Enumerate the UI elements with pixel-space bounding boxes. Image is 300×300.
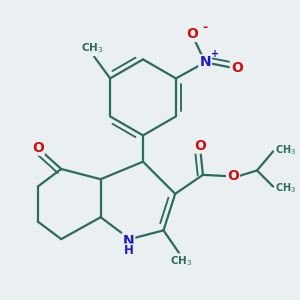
Text: +: + [211, 49, 219, 58]
Text: H: H [124, 244, 134, 257]
Text: CH$_3$: CH$_3$ [274, 143, 296, 157]
Text: CH$_3$: CH$_3$ [274, 181, 296, 195]
Text: CH$_3$: CH$_3$ [81, 41, 104, 55]
Text: O: O [32, 141, 44, 155]
Text: N: N [199, 55, 211, 69]
Text: O: O [194, 139, 206, 153]
Text: -: - [202, 21, 208, 34]
Text: CH$_3$: CH$_3$ [170, 254, 192, 268]
Text: N: N [123, 234, 134, 248]
Text: O: O [186, 27, 198, 41]
Text: O: O [231, 61, 243, 75]
Text: O: O [227, 169, 239, 183]
